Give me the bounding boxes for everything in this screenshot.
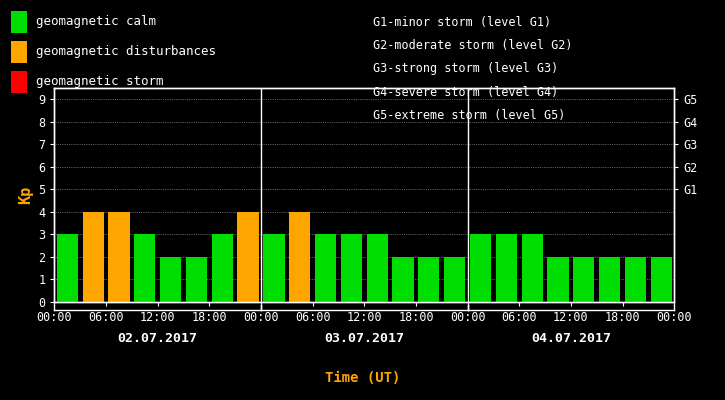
Bar bbox=[573, 257, 594, 302]
Bar bbox=[289, 212, 310, 302]
Bar bbox=[160, 257, 181, 302]
Bar bbox=[367, 234, 388, 302]
Bar bbox=[599, 257, 621, 302]
Bar bbox=[392, 257, 414, 302]
Bar bbox=[263, 234, 284, 302]
Text: geomagnetic calm: geomagnetic calm bbox=[36, 16, 156, 28]
Bar bbox=[134, 234, 155, 302]
Bar bbox=[238, 212, 259, 302]
Text: G5-extreme storm (level G5): G5-extreme storm (level G5) bbox=[373, 109, 566, 122]
Bar bbox=[341, 234, 362, 302]
Text: 03.07.2017: 03.07.2017 bbox=[324, 332, 405, 345]
Bar bbox=[470, 234, 491, 302]
Bar bbox=[625, 257, 646, 302]
Bar bbox=[83, 212, 104, 302]
Bar bbox=[212, 234, 233, 302]
Bar bbox=[496, 234, 517, 302]
Bar bbox=[418, 257, 439, 302]
Bar bbox=[57, 234, 78, 302]
Text: G3-strong storm (level G3): G3-strong storm (level G3) bbox=[373, 62, 559, 76]
Text: 04.07.2017: 04.07.2017 bbox=[531, 332, 611, 345]
Text: 02.07.2017: 02.07.2017 bbox=[117, 332, 198, 345]
Text: Time (UT): Time (UT) bbox=[325, 371, 400, 385]
Text: G1-minor storm (level G1): G1-minor storm (level G1) bbox=[373, 16, 552, 29]
Bar bbox=[444, 257, 465, 302]
Text: G2-moderate storm (level G2): G2-moderate storm (level G2) bbox=[373, 39, 573, 52]
Bar bbox=[651, 257, 672, 302]
Text: G4-severe storm (level G4): G4-severe storm (level G4) bbox=[373, 86, 559, 99]
Bar bbox=[547, 257, 568, 302]
Bar bbox=[186, 257, 207, 302]
Text: geomagnetic storm: geomagnetic storm bbox=[36, 76, 163, 88]
Bar bbox=[521, 234, 543, 302]
Bar bbox=[315, 234, 336, 302]
Bar bbox=[108, 212, 130, 302]
Text: geomagnetic disturbances: geomagnetic disturbances bbox=[36, 46, 215, 58]
Y-axis label: Kp: Kp bbox=[17, 186, 33, 204]
